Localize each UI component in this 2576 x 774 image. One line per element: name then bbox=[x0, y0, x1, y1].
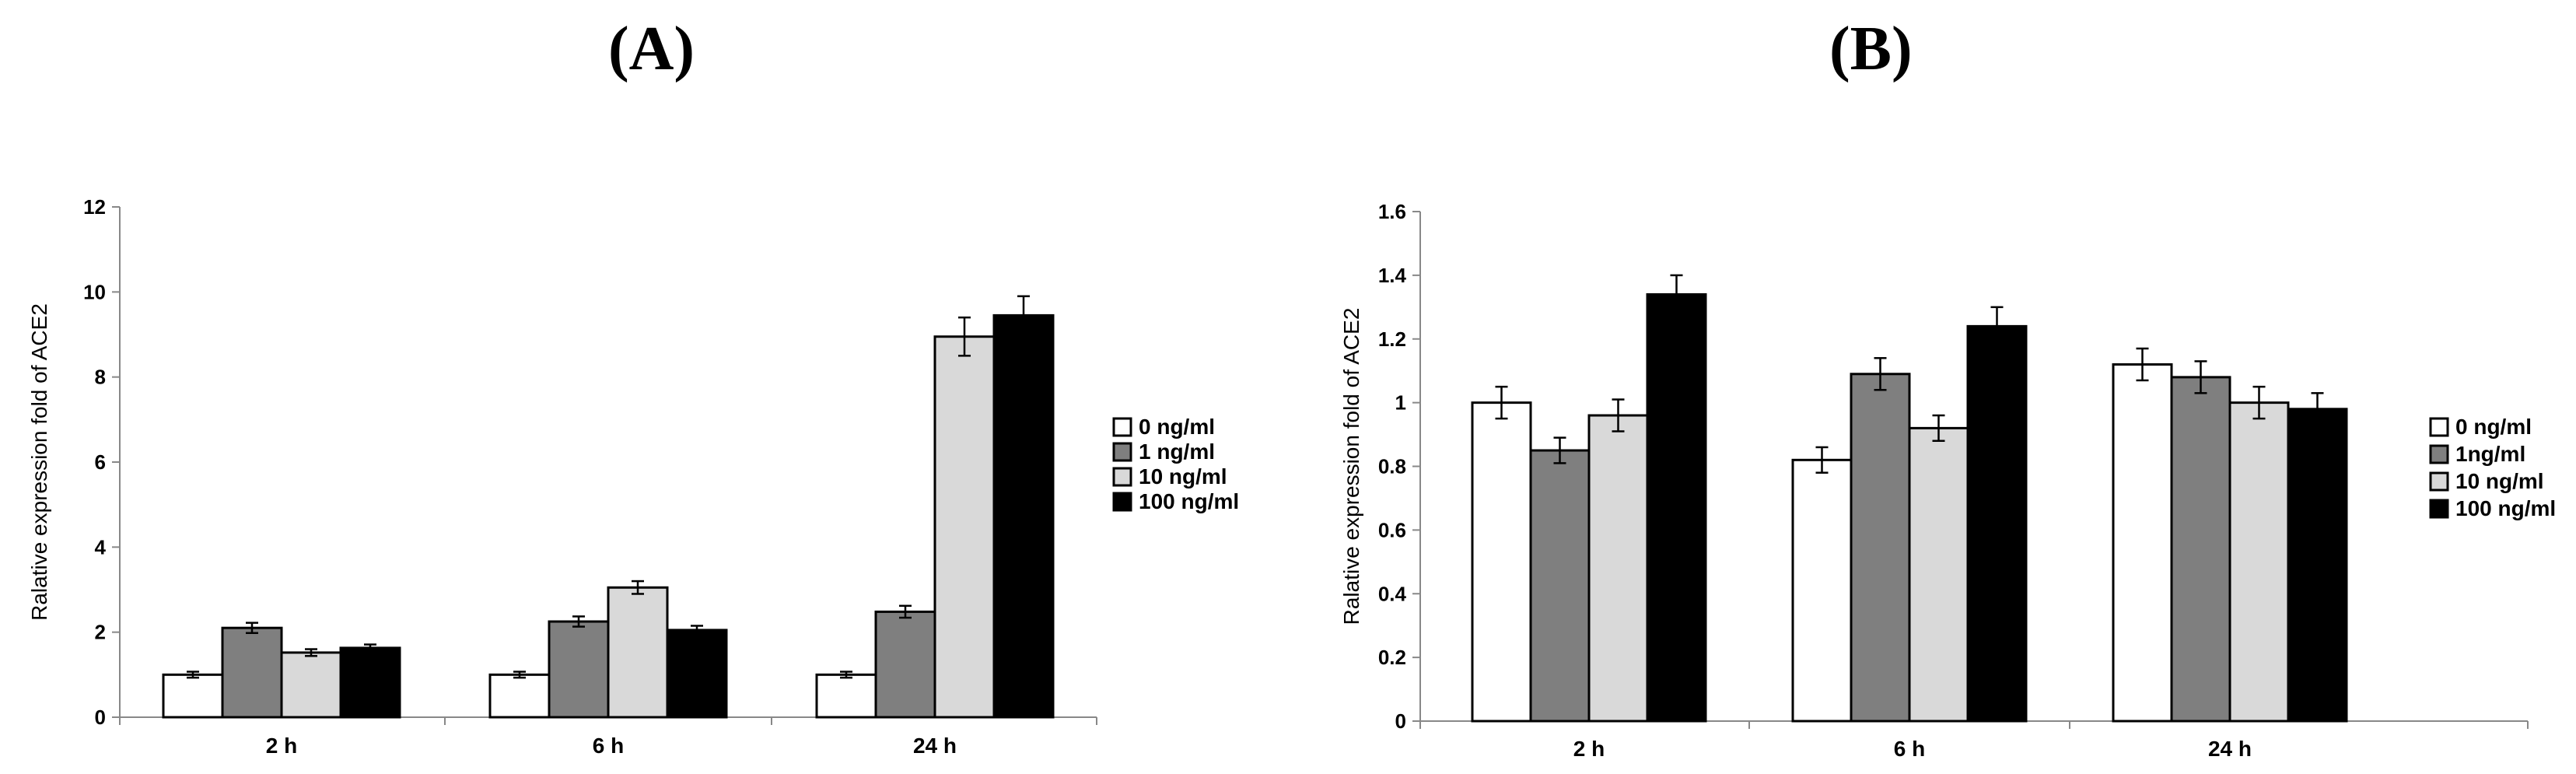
legend-label-a-1: 1 ng/ml bbox=[1139, 440, 1215, 464]
bar-a-24h-series3 bbox=[992, 313, 1055, 719]
y-axis-title-b: Ralative expression fold of ACE2 bbox=[1339, 308, 1363, 625]
legend-label-a-3: 100 ng/ml bbox=[1139, 489, 1239, 513]
y-tick-label-b: 1.6 bbox=[1378, 200, 1406, 223]
bar-b-6h-series0 bbox=[1791, 458, 1853, 723]
bar-a-2h-series1 bbox=[221, 626, 283, 719]
bar-b-2h-series2 bbox=[1587, 414, 1649, 723]
y-tick-label-b: 0.2 bbox=[1378, 646, 1406, 669]
y-tick-label-b: 1.2 bbox=[1378, 327, 1406, 351]
y-tick-label-b: 0.8 bbox=[1378, 455, 1406, 478]
y-tick-label-a: 6 bbox=[95, 450, 106, 474]
legend-swatch-b-2 bbox=[2429, 471, 2449, 492]
legend-swatch-b-3 bbox=[2429, 499, 2449, 519]
bar-b-6h-series2 bbox=[1908, 426, 1969, 723]
bar-a-24h-series1 bbox=[874, 610, 936, 719]
bar-b-24h-series3 bbox=[2287, 408, 2348, 723]
legend-swatch-b-1 bbox=[2429, 444, 2449, 464]
bar-a-24h-series2 bbox=[933, 335, 996, 719]
bar-a-2h-series3 bbox=[339, 646, 401, 719]
bar-b-2h-series3 bbox=[1646, 292, 1707, 723]
bar-b-2h-series0 bbox=[1471, 401, 1532, 723]
bar-a-24h-series0 bbox=[815, 673, 877, 719]
bar-a-2h-series0 bbox=[162, 673, 224, 719]
bar-b-6h-series3 bbox=[1966, 324, 2028, 723]
legend-label-b-2: 10 ng/ml bbox=[2455, 469, 2544, 493]
legend-label-a-0: 0 ng/ml bbox=[1139, 415, 1215, 439]
legend-label-b-3: 100 ng/ml bbox=[2455, 496, 2556, 520]
y-tick-label-b: 0.6 bbox=[1378, 518, 1406, 541]
y-tick-label-b: 1.4 bbox=[1378, 264, 1407, 287]
legend-swatch-b-0 bbox=[2429, 417, 2449, 437]
legend-label-a-2: 10 ng/ml bbox=[1139, 464, 1227, 489]
bar-a-6h-series1 bbox=[548, 620, 610, 719]
category-label-b: 6 h bbox=[1894, 737, 1925, 761]
bar-b-24h-series1 bbox=[2170, 376, 2231, 723]
y-tick-label-a: 10 bbox=[83, 280, 106, 303]
bar-b-24h-series2 bbox=[2228, 401, 2290, 723]
legend-swatch-a-2 bbox=[1112, 467, 1132, 487]
y-tick-label-a: 4 bbox=[95, 535, 107, 559]
bar-a-2h-series2 bbox=[280, 651, 342, 719]
panel-label-a: (A) bbox=[608, 15, 695, 83]
bar-b-6h-series1 bbox=[1850, 373, 1911, 723]
y-tick-label-a: 8 bbox=[95, 366, 106, 389]
y-tick-label-b: 0.4 bbox=[1378, 582, 1407, 605]
bar-b-24h-series0 bbox=[2112, 363, 2173, 723]
bar-b-2h-series1 bbox=[1529, 449, 1591, 723]
category-label-b: 24 h bbox=[2208, 737, 2252, 761]
panel-label-b: (B) bbox=[1829, 15, 1913, 83]
y-tick-label-b: 0 bbox=[1395, 709, 1406, 733]
y-tick-label-a: 2 bbox=[95, 621, 106, 644]
y-tick-label-a: 12 bbox=[83, 195, 106, 219]
legend-swatch-a-0 bbox=[1112, 417, 1132, 437]
category-label-a: 2 h bbox=[266, 734, 297, 758]
category-label-a: 6 h bbox=[593, 734, 624, 758]
bar-a-6h-series2 bbox=[607, 586, 669, 719]
bar-a-6h-series3 bbox=[666, 629, 728, 719]
y-tick-label-b: 1 bbox=[1395, 391, 1406, 415]
category-label-b: 2 h bbox=[1573, 737, 1605, 761]
bar-a-6h-series0 bbox=[488, 673, 551, 719]
legend-swatch-a-3 bbox=[1112, 492, 1132, 512]
y-tick-label-a: 0 bbox=[95, 706, 106, 729]
legend-label-b-0: 0 ng/ml bbox=[2455, 415, 2532, 439]
y-axis-title-a: Ralative expression fold of ACE2 bbox=[27, 303, 51, 621]
legend-label-b-1: 1ng/ml bbox=[2455, 442, 2525, 466]
category-label-a: 24 h bbox=[913, 734, 957, 758]
legend-swatch-a-1 bbox=[1112, 442, 1132, 462]
